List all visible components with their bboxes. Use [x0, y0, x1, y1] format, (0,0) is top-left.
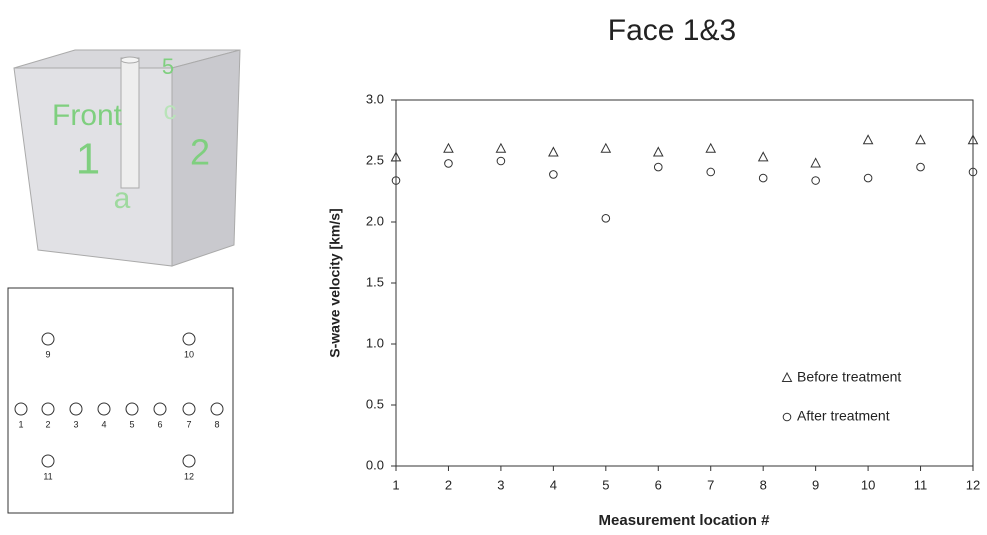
y-tick-label: 2.0: [366, 213, 384, 228]
location-marker: [69, 402, 83, 416]
data-point: [495, 142, 507, 153]
data-point: [652, 146, 664, 157]
location-map-frame: [7, 287, 234, 514]
location-label: 2: [45, 419, 50, 429]
cube-label: Front: [52, 99, 123, 132]
y-tick-label: 1.5: [366, 274, 384, 289]
location-marker: [41, 454, 55, 468]
data-point: [968, 167, 978, 177]
legend-label: After treatment: [797, 408, 890, 424]
location-label: 11: [43, 471, 52, 481]
location-label: 1: [18, 419, 23, 429]
location-label: 7: [186, 419, 191, 429]
location-marker: [97, 402, 111, 416]
cube-label: 1: [76, 135, 100, 184]
location-marker: [125, 402, 139, 416]
data-point: [706, 167, 716, 177]
location-marker: [182, 402, 196, 416]
data-point: [391, 176, 401, 185]
x-tick-label: 4: [550, 477, 557, 492]
y-tick-label: 1.0: [366, 335, 384, 350]
location-marker: [14, 402, 28, 416]
data-point: [967, 134, 979, 145]
location-label: 6: [157, 419, 162, 429]
location-marker: [153, 402, 167, 416]
data-point: [916, 162, 925, 172]
cube-label: a: [114, 182, 131, 215]
data-point: [653, 162, 663, 172]
data-point: [810, 157, 821, 168]
location-label: 8: [214, 419, 219, 429]
cube-rod: [120, 57, 140, 189]
cube-illustration: Front 1 2 5 c a: [13, 49, 241, 267]
cube-label: 2: [190, 132, 210, 173]
cube-label: c: [164, 95, 177, 125]
data-point: [443, 142, 454, 153]
data-point: [863, 173, 873, 183]
location-label: 12: [184, 471, 194, 481]
y-tick-label: 3.0: [366, 91, 384, 106]
data-point: [496, 156, 506, 166]
data-point: [549, 170, 558, 179]
plot: 0.00.51.01.52.02.53.01 2 3 4 5 6 7 8 9 10 11 12Befo…: [366, 91, 980, 492]
x-tick-label: 9: [812, 477, 819, 492]
location-marker: [210, 402, 224, 416]
x-tick-label: 5: [602, 477, 609, 492]
location-label: 4: [101, 419, 106, 429]
data-point: [811, 176, 820, 185]
x-tick-label: 10: [861, 477, 875, 492]
cube-rod-top: [120, 56, 140, 64]
chart-title: Face 1&3: [608, 14, 736, 47]
data-point: [862, 134, 874, 145]
y-tick-label: 2.5: [366, 152, 384, 167]
x-tick-label: 1: [392, 477, 399, 492]
x-tick-label: 12: [966, 477, 980, 492]
data-point: [444, 159, 453, 168]
location-marker: [41, 402, 55, 416]
x-tick-label: 3: [497, 477, 504, 492]
y-axis-title: S-wave velocity [km/s]: [327, 208, 343, 357]
y-tick-label: 0.5: [366, 396, 384, 411]
x-axis-title: Measurement location #: [599, 512, 771, 529]
location-label: 5: [129, 419, 134, 429]
x-tick-label: 7: [707, 477, 714, 492]
data-point: [758, 173, 768, 183]
x-tick-label: 2: [445, 477, 452, 492]
data-point: [390, 151, 402, 162]
location-marker: [182, 332, 196, 346]
cube-label: 5: [162, 54, 174, 79]
location-label: 10: [184, 349, 194, 359]
location-label: 9: [45, 349, 50, 359]
legend-marker: [781, 371, 793, 382]
location-marker: [182, 454, 196, 468]
data-point: [548, 146, 559, 157]
data-point: [600, 142, 612, 153]
location-label: 3: [73, 419, 78, 429]
data-point: [915, 134, 926, 145]
legend-marker: [782, 412, 792, 422]
data-point: [757, 151, 769, 162]
x-tick-label: 11: [914, 477, 928, 492]
legend-label: Before treatment: [797, 369, 901, 385]
location-marker: [41, 332, 55, 346]
x-tick-label: 6: [655, 477, 662, 492]
data-point: [601, 214, 611, 223]
x-tick-label: 8: [760, 477, 767, 492]
data-point: [705, 142, 717, 153]
y-tick-label: 0.0: [366, 457, 384, 472]
